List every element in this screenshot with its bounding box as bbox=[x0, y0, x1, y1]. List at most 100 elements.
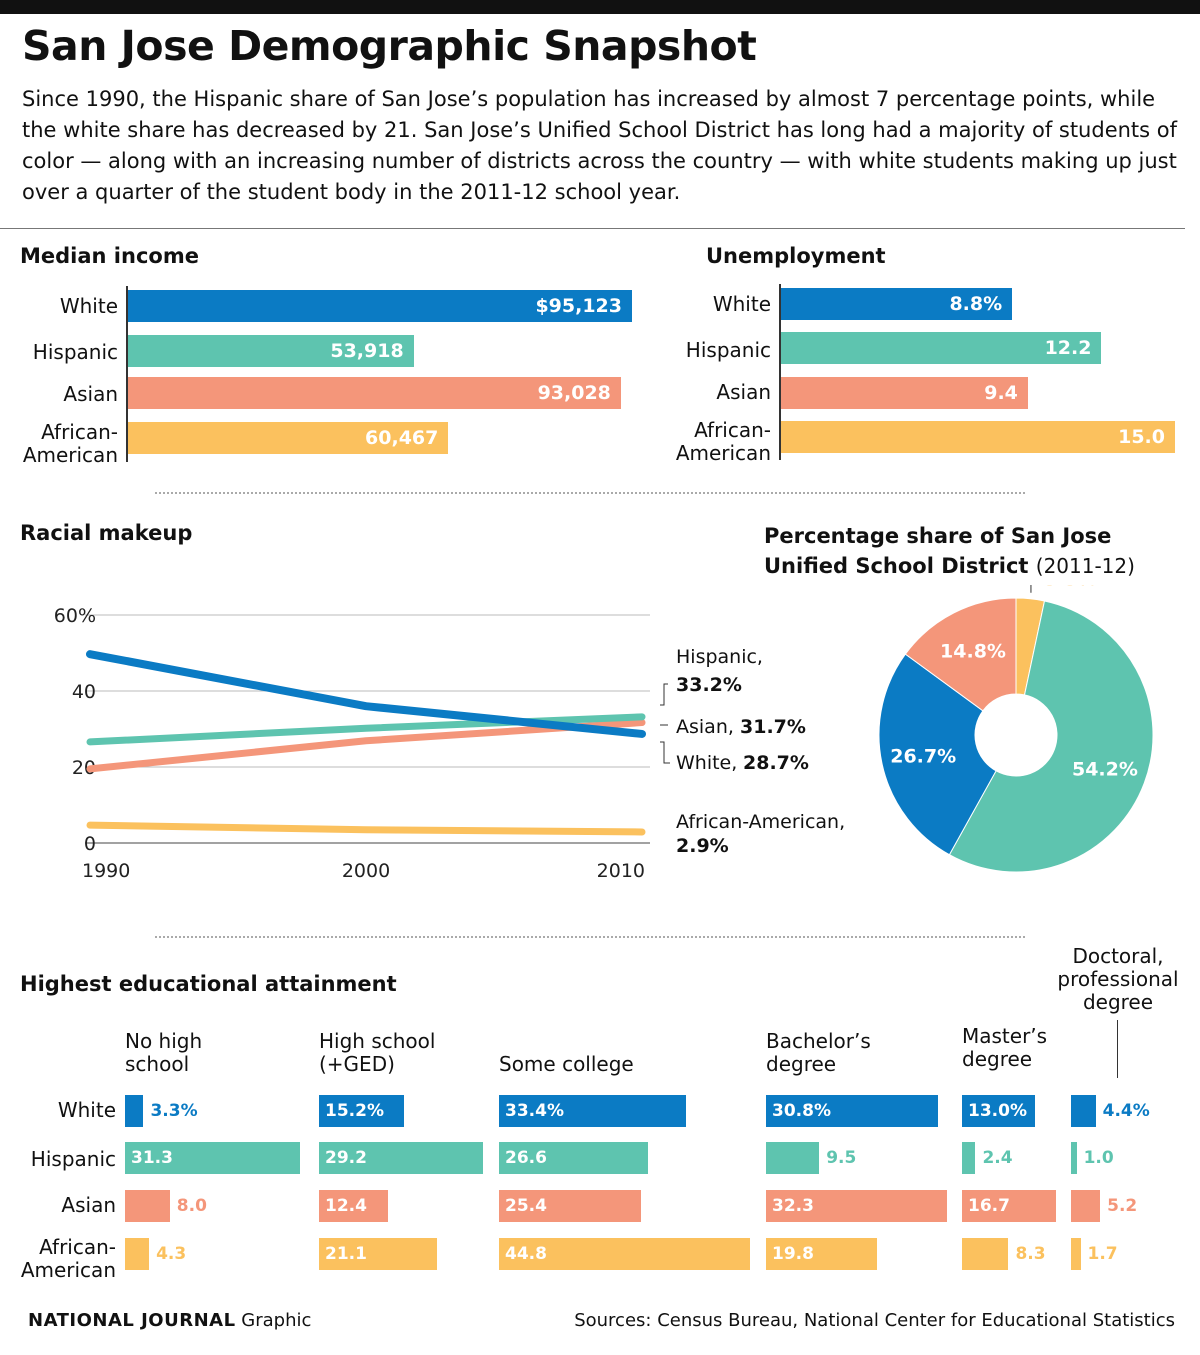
end-label-asian-value: 31.7% bbox=[740, 716, 806, 738]
end-label-african-american-name: African-American, bbox=[676, 811, 845, 833]
edu-bar-bachelor-s-degree-white bbox=[766, 1095, 939, 1127]
edu-value-some-college-hispanic: 26.6 bbox=[505, 1148, 547, 1168]
edu-bar-bachelor-s-degree-asian bbox=[766, 1190, 947, 1222]
district-title-text: Percentage share of San Jose Unified Sch… bbox=[764, 524, 1112, 578]
edu-value-bachelor-s-degree-african-american: 19.8 bbox=[772, 1244, 814, 1264]
slice-white bbox=[878, 653, 997, 856]
unemployment-label-white: White bbox=[712, 292, 771, 316]
y-tick-label-20: 20 bbox=[72, 757, 96, 779]
x-tick-label-1990: 1990 bbox=[82, 860, 130, 882]
end-label-asian-name: Asian, bbox=[676, 716, 734, 738]
unemployment-bar-white bbox=[781, 288, 1013, 320]
edu-value-no-high-school-white: 3.3% bbox=[150, 1101, 198, 1121]
income-bar-white bbox=[128, 290, 632, 322]
edu-bar-doctoral-professional-degree-asian bbox=[1071, 1190, 1101, 1222]
edu-value-high-school-ged-hispanic: 29.2 bbox=[325, 1148, 367, 1168]
edu-bar-master-s-degree-hispanic bbox=[962, 1142, 976, 1174]
end-label-hispanic-value: 33.2% bbox=[676, 674, 742, 696]
edu-group-header-master-s-degree: Master’s degree bbox=[962, 1024, 1048, 1071]
unemployment-value-asian: 9.4 bbox=[984, 382, 1018, 404]
slice-label-hispanic: 54.2% bbox=[1072, 758, 1138, 780]
edu-row-label-african-american: African- American bbox=[20, 1235, 116, 1282]
unemployment-chart-title: Unemployment bbox=[706, 244, 886, 268]
income-label-hispanic: Hispanic bbox=[32, 340, 118, 364]
edu-bar-doctoral-professional-degree-african-american bbox=[1071, 1238, 1081, 1270]
edu-value-doctoral-professional-degree-african-american: 1.7 bbox=[1087, 1244, 1118, 1264]
end-label-hispanic-name: Hispanic, bbox=[676, 646, 763, 668]
edu-group-header-some-college: Some college bbox=[499, 1052, 634, 1076]
leader-hispanic bbox=[660, 683, 668, 706]
y-tick-label-60: 60% bbox=[54, 605, 96, 627]
slice-leader-african-american bbox=[1030, 585, 1032, 593]
unemployment-value-african-american: 15.0 bbox=[1118, 426, 1165, 448]
edu-bar-high-school-ged-asian bbox=[319, 1190, 389, 1222]
edu-value-master-s-degree-african-american: 8.3 bbox=[1015, 1244, 1046, 1264]
dotted-divider bbox=[155, 936, 1025, 938]
edu-value-some-college-african-american: 44.8 bbox=[505, 1244, 547, 1264]
edu-value-master-s-degree-asian: 16.7 bbox=[968, 1196, 1010, 1216]
edu-bar-high-school-ged-african-american bbox=[319, 1238, 438, 1270]
edu-value-high-school-ged-asian: 12.4 bbox=[325, 1196, 367, 1216]
edu-value-bachelor-s-degree-hispanic: 9.5 bbox=[826, 1148, 857, 1168]
intro-text: Since 1990, the Hispanic share of San Jo… bbox=[22, 87, 1178, 204]
racial-chart-title: Racial makeup bbox=[20, 521, 193, 545]
district-title-years: (2011-12) bbox=[1035, 554, 1135, 578]
footer-sources: Sources: Census Bureau, National Center … bbox=[574, 1310, 1175, 1331]
unemployment-label-african-american: African- American bbox=[675, 418, 771, 465]
page-title: San Jose Demographic Snapshot bbox=[22, 22, 757, 70]
edu-bar-doctoral-professional-degree-hispanic bbox=[1071, 1142, 1077, 1174]
x-tick-label-2010: 2010 bbox=[597, 860, 645, 882]
section-divider bbox=[0, 228, 1185, 229]
edu-value-no-high-school-hispanic: 31.3 bbox=[131, 1148, 173, 1168]
edu-value-bachelor-s-degree-asian: 32.3 bbox=[772, 1196, 814, 1216]
end-label-white-name: White, bbox=[676, 752, 737, 774]
unemployment-axis bbox=[779, 284, 781, 460]
edu-value-master-s-degree-white: 13.0% bbox=[968, 1101, 1027, 1121]
edu-bar-master-s-degree-african-american bbox=[962, 1238, 1009, 1270]
edu-bar-some-college-white bbox=[499, 1095, 687, 1127]
edu-value-no-high-school-asian: 8.0 bbox=[176, 1196, 207, 1216]
dotted-divider bbox=[155, 492, 1025, 494]
edu-value-some-college-asian: 25.4 bbox=[505, 1196, 547, 1216]
edu-bar-bachelor-s-degree-african-american bbox=[766, 1238, 877, 1270]
slice-hispanic bbox=[948, 600, 1154, 873]
income-label-asian: Asian bbox=[63, 382, 118, 406]
income-value-hispanic: 53,918 bbox=[330, 340, 404, 362]
edu-bar-no-high-school-white bbox=[125, 1095, 144, 1127]
edu-value-no-high-school-african-american: 4.3 bbox=[156, 1244, 187, 1264]
edu-group-header-high-school-ged: High school (+GED) bbox=[319, 1029, 436, 1076]
series-line-hispanic bbox=[86, 713, 646, 746]
edu-bar-high-school-ged-white bbox=[319, 1095, 405, 1127]
edu-value-high-school-ged-white: 15.2% bbox=[325, 1101, 384, 1121]
income-chart-title: Median income bbox=[20, 244, 199, 268]
brand-name: NATIONAL JOURNAL bbox=[28, 1310, 236, 1331]
y-tick-label-40: 40 bbox=[72, 681, 96, 703]
unemployment-label-hispanic: Hispanic bbox=[685, 338, 771, 362]
unemployment-bar-asian bbox=[781, 377, 1028, 409]
edu-bar-some-college-african-american bbox=[499, 1238, 750, 1270]
income-label-white: White bbox=[59, 294, 118, 318]
income-bar-hispanic bbox=[128, 335, 414, 367]
top-rule bbox=[0, 0, 1200, 14]
income-value-white: $95,123 bbox=[535, 295, 622, 317]
edu-value-doctoral-professional-degree-asian: 5.2 bbox=[1107, 1196, 1138, 1216]
edu-bar-no-high-school-asian bbox=[125, 1190, 170, 1222]
edu-bar-master-s-degree-asian bbox=[962, 1190, 1056, 1222]
brand-suffix: Graphic bbox=[241, 1310, 312, 1331]
slice-asian bbox=[904, 597, 1017, 712]
edu-row-label-hispanic: Hispanic bbox=[30, 1147, 116, 1171]
edu-bar-doctoral-professional-degree-white bbox=[1071, 1095, 1096, 1127]
income-axis bbox=[126, 286, 128, 462]
end-label-white-value: 28.7% bbox=[743, 752, 809, 774]
edu-row-label-white: White bbox=[57, 1098, 116, 1122]
education-chart-title: Highest educational attainment bbox=[20, 972, 397, 996]
y-tick-label-0: 0 bbox=[84, 833, 96, 855]
edu-doctoral-leader bbox=[1117, 1020, 1118, 1078]
edu-bar-some-college-asian bbox=[499, 1190, 642, 1222]
slice-label-asian: 14.8% bbox=[940, 640, 1006, 662]
edu-group-header-no-high-school: No high school bbox=[125, 1029, 203, 1076]
leader-white bbox=[660, 741, 670, 764]
edu-value-master-s-degree-hispanic: 2.4 bbox=[982, 1148, 1013, 1168]
district-donut-chart: 3.3% 54.2% 26.7% 14.8% bbox=[878, 585, 1154, 873]
district-chart-title: Percentage share of San Jose Unified Sch… bbox=[764, 521, 1184, 581]
